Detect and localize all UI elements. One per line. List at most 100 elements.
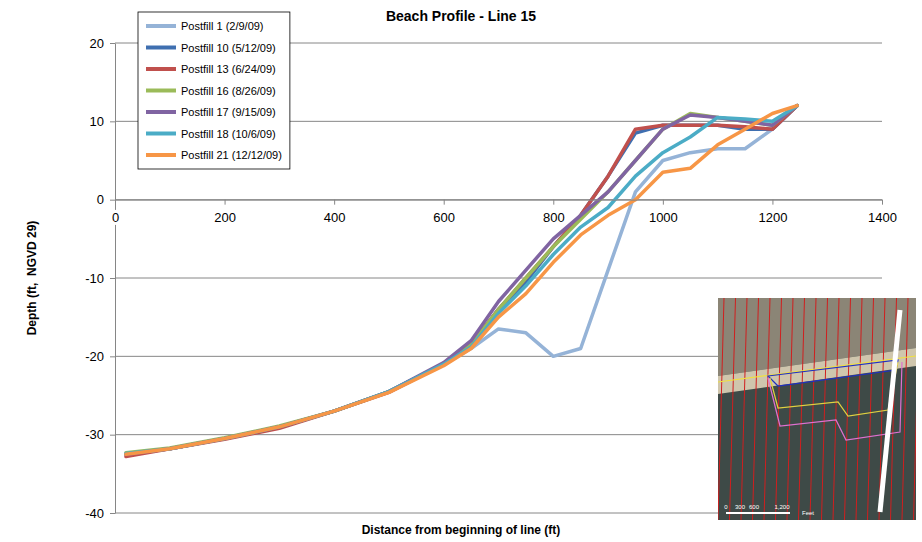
legend-swatch — [146, 24, 176, 28]
y-axis-title: Depth (ft, NGVD 29) — [25, 221, 39, 336]
legend-label: Postfill 17 (9/15/09) — [181, 106, 276, 118]
tick-mark — [334, 200, 335, 205]
grid-line — [115, 513, 882, 514]
chart: 03006001,200Feet-40-30-20-10010200200400… — [0, 0, 922, 542]
inset-transect — [833, 298, 839, 520]
legend-swatch — [146, 132, 176, 136]
tick: 800 — [541, 200, 567, 225]
legend-swatch — [146, 110, 176, 114]
tick: -20 — [85, 349, 115, 364]
label-patch — [431, 210, 457, 225]
tick-mark — [110, 356, 115, 357]
tick: 400 — [322, 200, 348, 225]
inset-map: 03006001,200Feet — [718, 298, 920, 520]
inset-transect — [856, 298, 862, 520]
legend-box — [138, 12, 290, 169]
tick-mark — [663, 200, 664, 205]
inset-transect — [776, 298, 782, 520]
inset-transect — [845, 298, 851, 520]
legend-label: Postfill 21 (12/12/09) — [181, 149, 282, 161]
tick-label: 800 — [543, 210, 565, 225]
tick: -30 — [85, 427, 115, 442]
label-patch — [647, 210, 680, 225]
label-patch — [212, 210, 238, 225]
tick-mark — [882, 200, 883, 205]
tick-mark — [115, 200, 116, 205]
inset-scale-label: Feet — [802, 510, 814, 516]
tick: 600 — [431, 200, 457, 225]
axis-line — [116, 200, 883, 201]
tick-mark — [110, 200, 115, 201]
inset-transect — [753, 298, 759, 520]
grid-line — [115, 199, 882, 200]
label-patch — [866, 210, 899, 225]
series-line — [126, 106, 797, 455]
inset-transect — [730, 298, 736, 520]
tick-label: 10 — [90, 114, 104, 129]
chart-title: Beach Profile - Line 15 — [386, 8, 536, 24]
tick-mark — [225, 200, 226, 205]
tick-mark — [553, 200, 554, 205]
tick: 1200 — [756, 200, 789, 225]
legend-label: Postfill 10 (5/12/09) — [181, 42, 276, 54]
legend-label: Postfill 18 (10/6/09) — [181, 128, 276, 140]
inset-transect — [787, 298, 793, 520]
inset-scale-label: 300 — [735, 504, 746, 510]
tick-mark — [110, 121, 115, 122]
tick-mark — [110, 43, 115, 44]
legend: Postfill 1 (2/9/09) Postfill 10 (5/12/09)… — [138, 12, 290, 169]
y-axis: -40-30-20-1001020 — [85, 36, 115, 521]
x-axis: 0 200 400 600 800 1000 1200 1400 — [110, 200, 899, 225]
tick-mark — [110, 513, 115, 514]
legend-label: Postfill 16 (8/26/09) — [181, 85, 276, 97]
grid-line — [115, 278, 882, 279]
tick-mark — [110, 278, 115, 279]
tick-mark — [110, 435, 115, 436]
tick-label: -20 — [85, 349, 104, 364]
inset-shoreline — [718, 356, 916, 382]
inset-transect — [914, 298, 917, 520]
inset-contour — [768, 360, 898, 386]
tick: 0 — [110, 200, 121, 225]
series-line — [126, 106, 797, 453]
tick: 0 — [97, 192, 115, 207]
legend-swatch — [146, 67, 176, 71]
inset-transect — [868, 298, 874, 520]
inset-transect — [810, 298, 816, 520]
inset-scale-label: 600 — [749, 504, 760, 510]
inset-profile-line — [880, 310, 900, 512]
tick-label: 0 — [97, 192, 104, 207]
tick: 10 — [90, 114, 115, 129]
tick-label: 600 — [433, 210, 455, 225]
plot-area — [126, 106, 797, 457]
tick-label: -30 — [85, 427, 104, 442]
series-line — [126, 106, 797, 455]
label-patch — [322, 210, 348, 225]
tick: 1400 — [866, 200, 899, 225]
inset-scale-bar — [726, 512, 790, 514]
tick-label: 400 — [324, 210, 346, 225]
tick: 200 — [212, 200, 238, 225]
inset-transect — [902, 298, 908, 520]
tick: -10 — [85, 271, 115, 286]
inset-transect — [799, 298, 805, 520]
series-line — [126, 106, 797, 455]
label-patch — [110, 210, 121, 225]
inset-transect — [718, 298, 724, 520]
tick-label: 200 — [214, 210, 236, 225]
inset-contour — [770, 362, 898, 416]
x-axis-title: Distance from beginning of line (ft) — [362, 523, 561, 537]
inset-beach — [718, 348, 916, 394]
tick-mark — [444, 200, 445, 205]
inset-water — [718, 298, 916, 520]
legend-swatch — [146, 89, 176, 93]
legend-swatch — [146, 153, 176, 157]
series-line — [126, 106, 797, 454]
tick-label: 1000 — [649, 210, 678, 225]
tick: -40 — [85, 506, 115, 521]
tick-label: 1200 — [758, 210, 787, 225]
tick-label: -10 — [85, 271, 104, 286]
legend-label: Postfill 1 (2/9/09) — [181, 20, 264, 32]
tick-label: 0 — [112, 210, 119, 225]
label-patch — [756, 210, 789, 225]
